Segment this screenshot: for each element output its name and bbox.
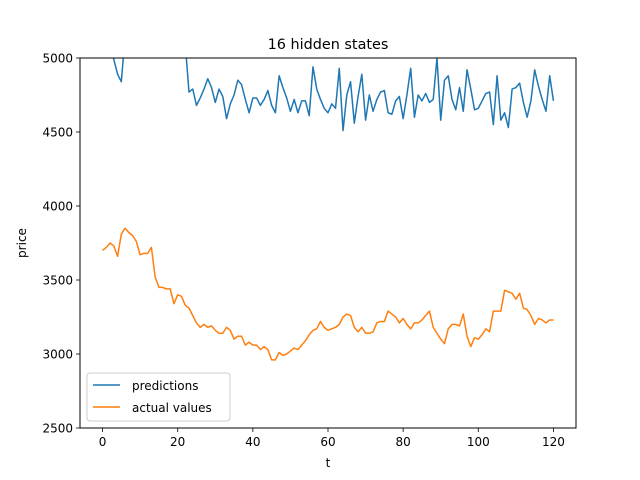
y-tick-label: 3500 <box>42 274 73 288</box>
x-tick-label: 60 <box>320 435 335 449</box>
y-tick-label: 3000 <box>42 348 73 362</box>
legend: predictions actual values <box>86 372 231 422</box>
x-tick-label: 20 <box>170 435 185 449</box>
y-tick-label: 4500 <box>42 126 73 140</box>
series-layer <box>102 58 555 361</box>
x-tick-label: 120 <box>542 435 565 449</box>
x-tick-label: 100 <box>467 435 490 449</box>
chart-title: 16 hidden states <box>268 37 389 53</box>
y-axis: 2500 3000 3500 4000 4500 5000 <box>42 52 80 436</box>
y-tick-label: 2500 <box>42 422 73 436</box>
legend-box <box>86 372 231 422</box>
series-line-predictions <box>112 58 555 132</box>
x-tick-label: 0 <box>99 435 107 449</box>
series-line-actual-values <box>102 227 554 361</box>
y-tick-label: 5000 <box>42 52 73 66</box>
legend-label-predictions: predictions <box>132 379 198 393</box>
x-axis: 0 20 40 60 80 100 120 <box>99 428 565 449</box>
legend-label-actual-values: actual values <box>132 401 212 415</box>
x-tick-label: 40 <box>245 435 260 449</box>
y-tick-label: 4000 <box>42 200 73 214</box>
x-axis-label: t <box>326 456 331 470</box>
x-tick-label: 80 <box>396 435 411 449</box>
y-axis-label: price <box>15 228 29 258</box>
